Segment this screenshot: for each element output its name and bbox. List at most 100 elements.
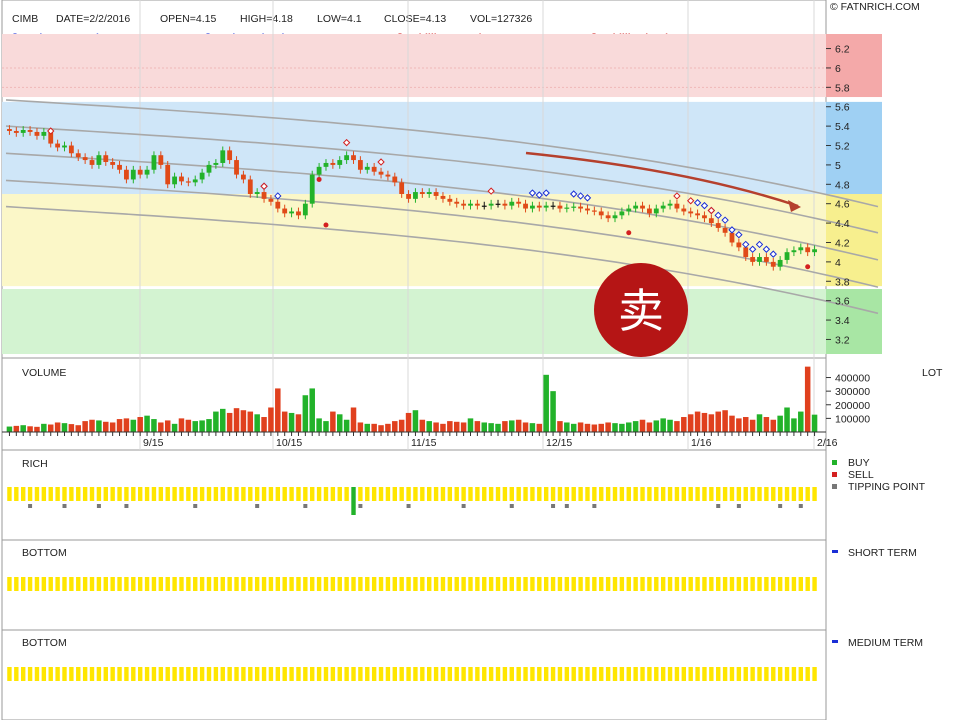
volume-bar	[109, 422, 116, 432]
indicator-bar	[82, 667, 88, 681]
price-tick-label: 4.4	[835, 218, 850, 230]
spicy-exit-marker	[693, 199, 702, 207]
indicator-bar	[447, 577, 453, 591]
indicator-bar	[165, 667, 170, 681]
candle-body	[296, 211, 301, 216]
indicator-bar	[571, 577, 576, 591]
indicator-bar	[764, 577, 769, 591]
volume-bar	[681, 417, 687, 432]
candle-body	[240, 174, 246, 180]
indicator-bar	[137, 487, 143, 501]
price-tick-label: 3.4	[835, 315, 850, 327]
indicator-bar	[296, 487, 301, 501]
candle-body	[130, 169, 136, 180]
tipping-point-marker	[406, 504, 411, 508]
indicator-bar	[316, 667, 322, 681]
indicator-bar	[791, 577, 797, 591]
date-tick-label: 1/16	[691, 437, 712, 449]
price-zone	[2, 194, 826, 287]
spicy-exit-marker	[721, 216, 729, 224]
candle-body	[791, 250, 797, 253]
tipping-point-marker	[28, 504, 33, 508]
indicator-bar	[76, 667, 81, 681]
bottom-medium-bars	[7, 667, 817, 681]
tipping-point-marker	[592, 504, 597, 508]
candle-body	[653, 208, 659, 214]
volume-bar	[701, 412, 708, 432]
volume-bar	[41, 423, 47, 432]
bottom-short-bars	[7, 577, 817, 591]
high-label: HIGH=4.18	[240, 13, 293, 25]
candle-body	[798, 247, 804, 251]
tipping-point-marker	[564, 504, 569, 508]
indicator-bar	[812, 487, 817, 501]
volume-bar	[467, 418, 474, 432]
price-zone-axis	[826, 34, 882, 98]
indicator-bar	[254, 577, 260, 591]
indicator-bar	[709, 577, 714, 591]
volume-unit-label: LOT	[922, 367, 943, 379]
volume-bar	[495, 423, 501, 432]
volume-header-label: VOL=127326	[470, 13, 532, 25]
volume-bar	[185, 419, 192, 432]
short-term-legend-swatch	[832, 550, 838, 553]
volume-bar	[619, 423, 625, 432]
indicator-bar	[385, 487, 391, 501]
indicator-bar	[21, 577, 26, 591]
bottom-medium-panel-title: BOTTOM	[22, 637, 67, 649]
indicator-bar	[667, 667, 673, 681]
indicator-bar	[186, 487, 191, 501]
candle-body	[564, 207, 570, 209]
volume-bar	[474, 421, 481, 432]
indicator-bar	[41, 577, 47, 591]
indicator-bar	[647, 487, 652, 501]
buy-legend-swatch	[832, 460, 837, 465]
indicator-bar	[695, 577, 700, 591]
volume-bar	[557, 421, 563, 432]
trend-arrow	[525, 151, 801, 212]
volume-bar	[536, 423, 543, 432]
spicy-exit-marker	[742, 240, 750, 249]
indicator-bar	[674, 667, 680, 681]
volume-bar	[199, 420, 205, 432]
candle-body	[103, 155, 109, 162]
indicator-bar	[206, 667, 212, 681]
spicy-exit-marker	[748, 245, 757, 253]
candle-body	[488, 203, 494, 206]
volume-bar	[34, 426, 40, 432]
candle-body	[385, 174, 391, 177]
indicator-bar	[612, 577, 618, 591]
volume-bar	[646, 422, 653, 432]
volume-bar	[288, 412, 295, 432]
indicator-bar	[722, 487, 728, 501]
indicator-bar	[310, 667, 315, 681]
indicator-bar	[654, 577, 659, 591]
indicator-bar	[488, 487, 494, 501]
price-tick-label: 5.8	[835, 82, 850, 94]
candle-body	[674, 203, 680, 209]
indicator-bar	[275, 577, 281, 591]
indicator-bar	[103, 667, 108, 681]
volume-bar	[89, 419, 95, 432]
candle-body	[357, 160, 363, 170]
indicator-bar	[14, 487, 19, 501]
indicator-bar	[461, 487, 466, 501]
price-tick-label: 4	[835, 257, 841, 269]
candle-body	[89, 160, 95, 165]
indicator-bar	[667, 487, 673, 501]
indicator-bar	[798, 487, 803, 501]
indicator-bar	[633, 487, 638, 501]
indicator-bar	[337, 667, 342, 681]
indicator-bar	[543, 577, 549, 591]
indicator-bar	[7, 487, 12, 501]
tipping-point-legend-label: TIPPING POINT	[848, 481, 926, 493]
regression-bands	[5, 99, 879, 315]
candle-body	[371, 166, 377, 172]
volume-bar	[749, 419, 756, 432]
volume-bar	[488, 423, 494, 432]
candle-body	[227, 150, 233, 161]
candle-body	[619, 211, 625, 216]
indicator-bar	[378, 487, 384, 501]
indicator-bar	[798, 577, 803, 591]
volume-bar	[364, 423, 371, 432]
